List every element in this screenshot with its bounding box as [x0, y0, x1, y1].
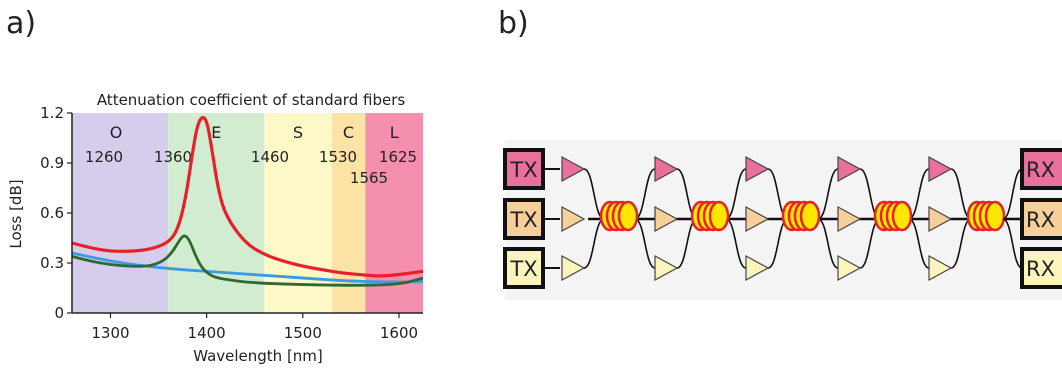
panel-b-label: b): [498, 6, 529, 41]
amplifier-icon: [928, 205, 953, 233]
tx-box-0: [503, 148, 545, 190]
band-O: [72, 113, 169, 313]
rx-label: RX: [1026, 158, 1055, 182]
y-tick-label: 0.6: [40, 204, 64, 222]
coil-loop: [891, 200, 913, 232]
tx-box-1: [503, 198, 545, 240]
amplifier-icon: [654, 254, 679, 282]
tx-label: TX: [509, 158, 537, 182]
wavelength-bands: O E S C L 1260 1360 1460 1530 1625 1565: [72, 113, 423, 313]
y-tick-label: 0.3: [40, 254, 64, 272]
tx-label: TX: [509, 257, 537, 281]
y-tick-label: 1.2: [40, 104, 64, 122]
x-tick-label: 1300: [91, 324, 129, 342]
amplifier-icon: [654, 205, 679, 233]
coil-loop: [617, 200, 639, 232]
band-name-E: E: [211, 123, 221, 142]
band-edge-label: 1565: [350, 169, 388, 187]
coil-loop: [708, 200, 730, 232]
band-name-S: S: [293, 123, 303, 142]
fan-curve: [1002, 168, 1023, 220]
fan-curve: [1002, 218, 1023, 269]
fiber-coil-icon: [690, 200, 730, 232]
y-axis-label: Loss [dB]: [7, 179, 25, 248]
x-tick-label: 1600: [380, 324, 418, 342]
loss-series-2: [71, 234, 424, 287]
band-name-O: O: [110, 123, 123, 142]
tx-modulator-icon: [561, 155, 586, 183]
chart-title: Attenuation coefficient of standard fibe…: [97, 91, 406, 109]
rx-box-0: [1020, 148, 1062, 190]
y-tick-label: 0: [54, 304, 64, 322]
fiber-coil-icon: [781, 200, 821, 232]
tx-modulator-icon: [561, 254, 586, 282]
band-edge-label: 1260: [85, 148, 123, 166]
coil-loop: [984, 200, 1006, 232]
rx-box-2: [1020, 247, 1062, 289]
band-edge-label: 1625: [379, 148, 417, 166]
band-E: [168, 113, 265, 313]
amplifier-icon: [745, 205, 770, 233]
loss-curves: [71, 116, 424, 287]
panel-a-label: a): [6, 6, 37, 41]
axes: 0 0.3 0.6 0.9 1.2 1300 1400 1500 1600: [40, 104, 423, 342]
amplifier-icon: [745, 155, 770, 183]
amplifier-icon: [654, 155, 679, 183]
y-tick-label: 0.9: [40, 154, 64, 172]
rx-label: RX: [1026, 208, 1055, 232]
band-name-L: L: [390, 123, 399, 142]
rx-label: RX: [1026, 257, 1055, 281]
fan-curve: [817, 168, 839, 220]
band-edge-label: 1460: [251, 148, 289, 166]
x-tick-label: 1400: [188, 324, 226, 342]
fiber-coil-icon: [873, 200, 913, 232]
amplifier-icon: [837, 254, 862, 282]
band-edge-label: 1360: [154, 148, 192, 166]
demux-fan: [1002, 168, 1023, 269]
rx-box-1: [1020, 198, 1062, 240]
amplifier-icon: [928, 155, 953, 183]
loss-series-1: [71, 251, 424, 284]
loss-series-0: [71, 116, 424, 278]
x-tick-label: 1500: [284, 324, 322, 342]
x-axis-label: Wavelength [nm]: [193, 347, 323, 365]
amplifier-icon: [837, 155, 862, 183]
fiber-coil-icon: [966, 200, 1006, 232]
fan-curve: [817, 218, 839, 269]
band-name-C: C: [343, 123, 354, 142]
band-edge-label: 1530: [319, 148, 357, 166]
amplifier-icon: [745, 254, 770, 282]
fiber-coil-icon: [599, 200, 639, 232]
amplifier-icon: [928, 254, 953, 282]
tx-modulator-icon: [561, 205, 586, 233]
attenuation-chart: O E S C L 1260 1360 1460 1530 1625 1565 0 0.3 0.6 0.9…: [7, 91, 424, 365]
coil-loop: [799, 200, 821, 232]
tx-label: TX: [509, 208, 537, 232]
amplifier-icon: [837, 205, 862, 233]
